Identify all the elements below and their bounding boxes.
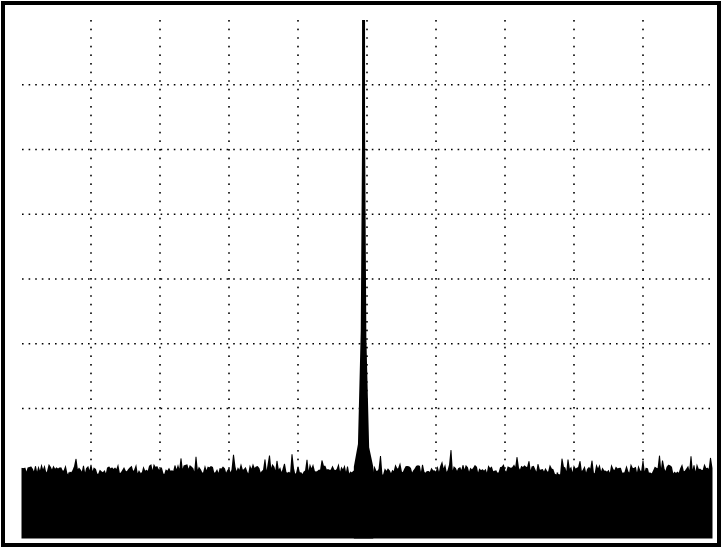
signal-peak: [353, 19, 374, 539]
grid: [22, 20, 712, 538]
